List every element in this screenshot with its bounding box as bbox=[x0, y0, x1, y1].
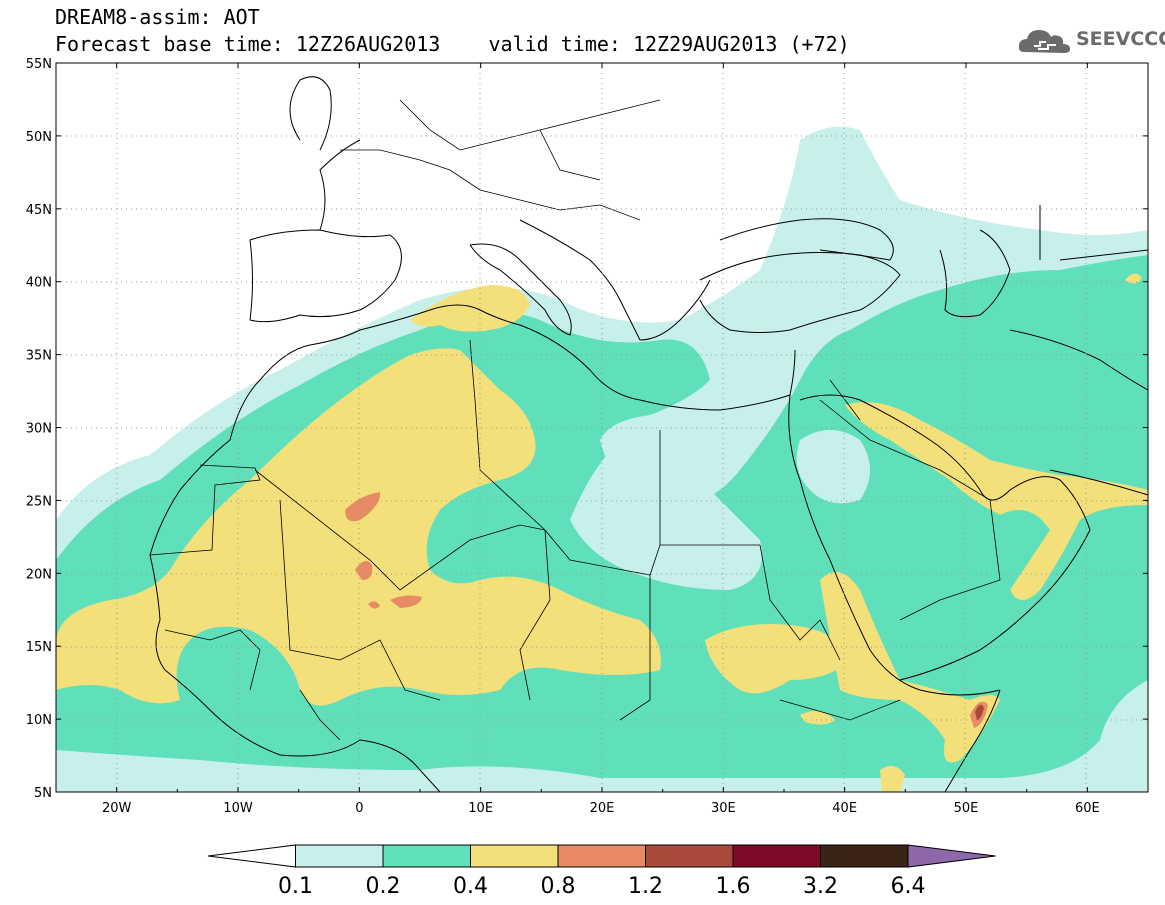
lat-label: 35N bbox=[26, 349, 52, 364]
border-west-africa bbox=[164, 629, 341, 741]
aot-band-0.1-arabia bbox=[796, 430, 870, 504]
border-east-africa bbox=[759, 544, 901, 721]
coast-france-uk bbox=[289, 76, 361, 231]
aot-band-0.8-1 bbox=[345, 492, 381, 522]
border-sahara-2 bbox=[254, 469, 546, 591]
aot-band-0.4-small-2 bbox=[1125, 273, 1142, 284]
colorbar-label: 0.4 bbox=[453, 874, 488, 899]
aot-band-0.8-4 bbox=[368, 601, 380, 609]
lon-label: 30E bbox=[711, 801, 736, 816]
colorbar-label: 0.8 bbox=[541, 874, 576, 899]
seevccc-logo: SEEVCCC bbox=[1018, 22, 1165, 58]
coast-black-sea bbox=[719, 218, 894, 261]
lat-label: 25N bbox=[26, 494, 52, 509]
chart-title: DREAM8-assim: AOT bbox=[55, 5, 260, 29]
colorbar-label: 1.6 bbox=[716, 874, 751, 899]
aot-band-0.4-sahara bbox=[56, 348, 661, 706]
aot-band-0.8-3 bbox=[390, 595, 422, 608]
border-mali-niger bbox=[279, 499, 441, 701]
colorbar-cell bbox=[470, 844, 559, 868]
coast-turkey bbox=[699, 252, 901, 333]
lat-label: 40N bbox=[26, 276, 52, 291]
aot-field bbox=[56, 126, 1148, 792]
lon-label: 20W bbox=[102, 801, 132, 816]
border-arabia bbox=[819, 379, 1001, 621]
colorbar-label: 3.2 bbox=[803, 874, 838, 899]
colorbar-cell bbox=[295, 844, 384, 868]
logo-text: SEEVCCC bbox=[1076, 28, 1165, 50]
political-borders bbox=[149, 99, 1001, 741]
base-time-label: Forecast base time: 12Z26AUG2013 bbox=[55, 32, 441, 56]
colorbar-cell bbox=[645, 844, 734, 868]
lon-label: 60E bbox=[1075, 801, 1100, 816]
cloud-icon bbox=[1018, 30, 1070, 53]
lon-label: 50E bbox=[954, 801, 979, 816]
coast-caspian-iran bbox=[939, 205, 1148, 318]
aot-band-0.1-egypt bbox=[570, 437, 762, 590]
colorbar-label: 6.4 bbox=[891, 874, 926, 899]
colorbar-arrow-right bbox=[907, 844, 996, 868]
colorbar-cell bbox=[820, 844, 909, 868]
coast-north-africa-west bbox=[149, 304, 791, 556]
aot-band-0.8-2 bbox=[355, 561, 373, 580]
aot-band-1.2-core bbox=[975, 704, 984, 720]
aot-band-0.4-tunisia bbox=[410, 285, 530, 332]
border-algeria-libya bbox=[469, 339, 546, 531]
border-europe-2 bbox=[399, 99, 661, 181]
latitude-axis: 55N 50N 45N 40N 35N 30N 25N 20N 15N 10N 5N bbox=[26, 57, 1148, 801]
lat-label: 55N bbox=[26, 57, 52, 72]
coast-balkans-greece bbox=[519, 219, 711, 341]
longitude-axis: 20W 10W 0 10E 20E 30E 40E 50E 60E bbox=[55, 63, 1149, 816]
aot-band-0.4-small-1 bbox=[800, 711, 835, 725]
lon-label: 10W bbox=[223, 801, 253, 816]
colorbar-label: 0.2 bbox=[366, 874, 401, 899]
coast-iran-pakistan bbox=[1009, 329, 1148, 496]
coast-west-africa bbox=[149, 554, 441, 792]
colorbar-cell bbox=[732, 844, 821, 868]
lon-label: 0 bbox=[355, 801, 363, 816]
coast-levant-red-sea bbox=[788, 349, 1001, 696]
valid-time-label: valid time: 12Z29AUG2013 (+72) bbox=[488, 32, 850, 56]
colorbar: 0.1 0.2 0.4 0.8 1.2 1.6 3.2 6.4 bbox=[207, 844, 996, 899]
gridlines bbox=[56, 63, 1148, 792]
border-chad-sudan bbox=[519, 529, 651, 721]
lon-label: 20E bbox=[590, 801, 615, 816]
coast-arabia bbox=[799, 394, 1091, 681]
lon-label: 40E bbox=[832, 801, 857, 816]
coast-horn bbox=[944, 689, 1001, 792]
lat-label: 45N bbox=[26, 203, 52, 218]
colorbar-cell bbox=[557, 844, 646, 868]
lat-label: 50N bbox=[26, 130, 52, 145]
lat-label: 5N bbox=[34, 786, 52, 801]
coast-iberia bbox=[249, 229, 402, 323]
border-europe-1 bbox=[340, 149, 641, 221]
colorbar-label: 0.1 bbox=[278, 874, 313, 899]
aot-band-0.4-small-3 bbox=[880, 766, 905, 792]
forecast-times: Forecast base time: 12Z26AUG2013 valid t… bbox=[55, 33, 850, 55]
aot-band-0.4-sudan bbox=[705, 624, 850, 694]
aot-band-0.4-horn bbox=[820, 572, 1000, 763]
coast-italy bbox=[469, 243, 572, 336]
coastlines bbox=[149, 76, 1148, 792]
lat-label: 10N bbox=[26, 713, 52, 728]
lat-label: 20N bbox=[26, 567, 52, 582]
lat-label: 30N bbox=[26, 422, 52, 437]
border-sahara-1 bbox=[149, 464, 261, 556]
lon-label: 10E bbox=[468, 801, 493, 816]
lat-label: 15N bbox=[26, 640, 52, 655]
colorbar-label: 1.2 bbox=[628, 874, 663, 899]
colorbar-cell bbox=[382, 844, 471, 868]
colorbar-arrow-left bbox=[207, 844, 296, 868]
